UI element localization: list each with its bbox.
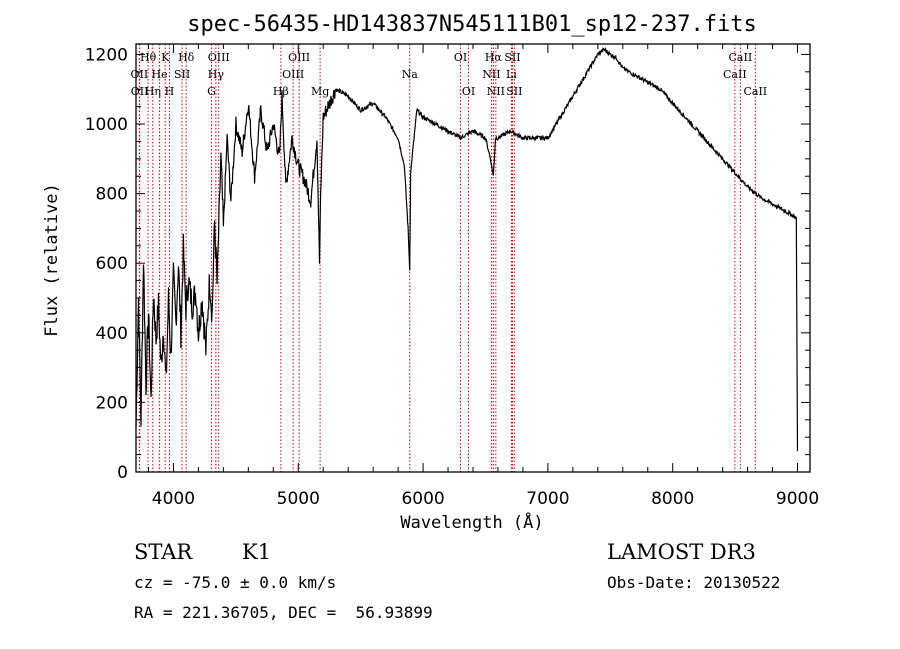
line-label: Hα bbox=[485, 51, 503, 64]
object-subclass: K1 bbox=[242, 540, 272, 564]
survey-name: LAMOST DR3 bbox=[607, 540, 756, 564]
spectrum-series bbox=[135, 46, 799, 452]
y-tick-label: 800 bbox=[96, 185, 128, 205]
line-label: CaII bbox=[743, 85, 767, 98]
line-label: He bbox=[152, 68, 168, 81]
line-label: OII bbox=[131, 68, 149, 81]
y-tick-label: 400 bbox=[96, 324, 128, 344]
spectrum-chart: spec-56435-HD143837N545111B01_sp12-237.f… bbox=[42, 12, 819, 533]
line-label: CaII bbox=[729, 51, 753, 64]
x-tick-label: 9000 bbox=[776, 489, 819, 509]
line-label: Mg bbox=[311, 85, 329, 98]
x-tick-label: 7000 bbox=[526, 489, 569, 509]
object-class: STAR bbox=[134, 540, 193, 564]
redshift-info: cz = -75.0 ± 0.0 km/s bbox=[134, 573, 337, 592]
y-tick-label: 0 bbox=[117, 463, 128, 483]
line-label: OIII bbox=[282, 68, 304, 81]
line-label: NII bbox=[487, 85, 505, 98]
y-axis: 0 200 400 600 800 1000 1200 bbox=[85, 45, 810, 483]
line-label: K bbox=[161, 51, 170, 64]
y-tick-label: 200 bbox=[96, 393, 128, 413]
line-label: OIII bbox=[208, 51, 230, 64]
line-label: SII bbox=[504, 51, 520, 64]
line-label: Hθ bbox=[140, 51, 157, 64]
line-label: OI bbox=[462, 85, 475, 98]
line-label: Li bbox=[506, 68, 517, 81]
line-label: CaII bbox=[723, 68, 747, 81]
line-label: Na bbox=[402, 68, 419, 81]
line-label: Hγ bbox=[208, 68, 225, 81]
line-label: Hδ bbox=[178, 51, 195, 64]
observation-date: Obs-Date: 20130522 bbox=[607, 573, 781, 592]
line-label: OIII bbox=[288, 51, 310, 64]
spectral-line-markers bbox=[138, 44, 756, 472]
x-axis: 4000 5000 6000 7000 8000 9000 bbox=[147, 44, 819, 509]
line-label: G bbox=[207, 85, 216, 98]
line-label: SII bbox=[506, 85, 522, 98]
y-tick-label: 1000 bbox=[85, 115, 128, 135]
line-label: NII bbox=[482, 68, 500, 81]
line-label: H bbox=[165, 85, 175, 98]
x-tick-label: 6000 bbox=[401, 489, 444, 509]
line-label: SII bbox=[174, 68, 190, 81]
coordinates: RA = 221.36705, DEC = 56.93899 bbox=[134, 603, 433, 622]
line-label: OII bbox=[131, 85, 149, 98]
y-tick-label: 600 bbox=[96, 254, 128, 274]
y-tick-label: 1200 bbox=[85, 45, 128, 65]
line-label: Hη bbox=[145, 85, 161, 98]
x-tick-label: 8000 bbox=[651, 489, 694, 509]
x-axis-label: Wavelength (Å) bbox=[400, 511, 543, 533]
x-tick-label: 4000 bbox=[152, 489, 195, 509]
line-label: Hβ bbox=[273, 85, 289, 98]
line-label: OI bbox=[454, 51, 467, 64]
x-tick-label: 5000 bbox=[277, 489, 320, 509]
y-axis-label: Flux (relative) bbox=[42, 183, 62, 337]
plot-frame bbox=[135, 43, 811, 473]
chart-title: spec-56435-HD143837N545111B01_sp12-237.f… bbox=[187, 12, 757, 37]
